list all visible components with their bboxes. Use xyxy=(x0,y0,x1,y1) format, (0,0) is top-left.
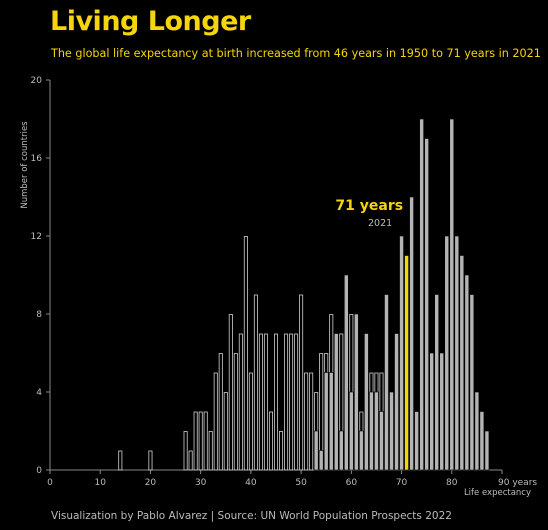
bar-2021 xyxy=(439,352,445,471)
bar-1950 xyxy=(243,236,248,471)
bar-2021 xyxy=(449,118,455,471)
bar-1950 xyxy=(248,372,253,471)
bar-highlight xyxy=(404,255,409,471)
y-axis-label: Number of countries xyxy=(20,121,30,209)
bar-2021 xyxy=(379,411,384,471)
bar-1950 xyxy=(268,411,273,471)
bar-2021 xyxy=(374,391,379,471)
bar-2021 xyxy=(323,372,329,471)
bar-2021 xyxy=(389,391,394,471)
bar-2021 xyxy=(409,196,414,471)
bar-2021 xyxy=(399,235,404,471)
x-tick-label: 90 years xyxy=(498,478,537,488)
bar-1950 xyxy=(289,333,294,471)
bar-2021 xyxy=(414,411,419,471)
bar-2021 xyxy=(333,333,339,471)
bar-2021 xyxy=(424,138,429,471)
bar-1950 xyxy=(253,294,258,471)
annotation-group: 71 years 2021 xyxy=(335,198,403,229)
bar-2021 xyxy=(354,313,359,471)
bar-2021 xyxy=(384,294,389,471)
y-tick-label: 20 xyxy=(31,76,43,86)
bar-2021 xyxy=(394,333,399,471)
y-tick-label: 12 xyxy=(31,232,42,242)
bar-2021 xyxy=(474,391,480,471)
bar-1950 xyxy=(309,372,314,471)
x-tick-label: 20 xyxy=(145,478,157,488)
x-tick-label: 50 xyxy=(295,478,307,488)
x-tick-label: 80 xyxy=(446,478,458,488)
bar-1950 xyxy=(188,450,193,471)
bar-1950 xyxy=(148,450,153,471)
annotation-year: 2021 xyxy=(368,218,392,229)
x-tick-label: 60 xyxy=(346,478,358,488)
bar-2021 xyxy=(419,118,424,471)
bar-2021 xyxy=(484,430,490,471)
source-credit: Visualization by Pablo Alvarez | Source:… xyxy=(51,510,452,522)
y-tick-label: 0 xyxy=(36,466,42,476)
bar-2021 xyxy=(338,430,344,471)
bar-2021 xyxy=(434,294,440,471)
bar-1950 xyxy=(208,431,213,471)
bar-1950 xyxy=(228,314,233,471)
x-tick-label: 70 xyxy=(396,478,408,488)
bars-group xyxy=(118,118,490,471)
x-tick-label: 10 xyxy=(94,478,106,488)
bar-2021 xyxy=(359,430,364,471)
bar-1950 xyxy=(294,333,299,471)
x-axis-label: Life expectancy xyxy=(464,488,531,498)
y-tick-label: 4 xyxy=(36,388,42,398)
bar-1950 xyxy=(198,411,203,471)
bar-1950 xyxy=(213,372,218,471)
x-tick-label: 30 xyxy=(195,478,207,488)
bar-1950 xyxy=(118,450,123,471)
annotation-value: 71 years xyxy=(335,198,403,214)
bar-1950 xyxy=(273,333,279,471)
bar-1950 xyxy=(284,333,289,471)
bar-2021 xyxy=(369,391,374,471)
bar-2021 xyxy=(318,450,324,471)
bar-2021 xyxy=(469,294,475,471)
bar-1950 xyxy=(279,431,284,471)
x-tick-label: 40 xyxy=(245,478,257,488)
y-tick-label: 8 xyxy=(36,310,42,320)
bar-2021 xyxy=(313,430,319,471)
bar-2021 xyxy=(444,235,450,471)
bar-1950 xyxy=(218,353,223,471)
bar-2021 xyxy=(464,274,470,471)
bar-2021 xyxy=(349,391,354,471)
bar-2021 xyxy=(454,235,460,471)
bar-2021 xyxy=(364,333,369,471)
bar-2021 xyxy=(479,411,485,471)
bar-1950 xyxy=(304,372,309,471)
bar-1950 xyxy=(233,353,238,471)
chart-subtitle: The global life expectancy at birth incr… xyxy=(51,47,541,60)
bar-1950 xyxy=(193,411,198,471)
y-axis: 0 4 8 12 16 20 Number of countries xyxy=(20,76,51,476)
bar-1950 xyxy=(183,431,188,471)
bar-1950 xyxy=(203,411,208,471)
bar-1950 xyxy=(299,294,304,471)
bar-2021 xyxy=(328,372,334,471)
histogram-chart: 0 4 8 12 16 20 Number of countries 0 10 20 30 40 50… xyxy=(20,76,537,498)
bar-1950 xyxy=(223,392,228,471)
bar-2021 xyxy=(459,255,465,471)
bar-2021 xyxy=(429,352,434,471)
x-tick-label: 0 xyxy=(47,478,53,488)
bar-1950 xyxy=(238,333,243,471)
chart-title: Living Longer xyxy=(50,6,251,37)
bar-1950 xyxy=(263,333,268,471)
bar-2021 xyxy=(343,274,349,471)
bar-1950 xyxy=(258,333,263,471)
y-tick-label: 16 xyxy=(31,154,43,164)
